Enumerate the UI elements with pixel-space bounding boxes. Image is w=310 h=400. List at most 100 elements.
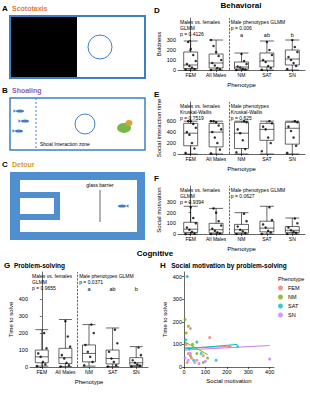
svg-text:B: B: [2, 86, 8, 95]
svg-text:p = 0.006: p = 0.006: [231, 25, 252, 31]
svg-text:SAT: SAT: [262, 72, 271, 78]
svg-text:Problem-solving: Problem-solving: [14, 262, 65, 270]
svg-text:100: 100: [167, 57, 176, 63]
svg-text:Phenotype: Phenotype: [227, 166, 256, 172]
svg-text:NM: NM: [288, 294, 297, 300]
svg-text:0: 0: [182, 369, 185, 375]
svg-text:300: 300: [19, 313, 28, 319]
svg-text:H: H: [160, 261, 166, 270]
svg-text:Cognitive: Cognitive: [137, 249, 174, 258]
svg-text:E: E: [154, 90, 160, 99]
svg-text:200: 200: [173, 319, 182, 325]
svg-text:400: 400: [19, 296, 28, 302]
svg-text:Kruskal-Wallis: Kruskal-Wallis: [230, 109, 263, 115]
svg-text:300: 300: [167, 199, 176, 205]
svg-text:SN: SN: [289, 156, 296, 162]
svg-text:NM: NM: [238, 236, 246, 242]
svg-text:Social motivation: Social motivation: [206, 378, 251, 384]
svg-text:300: 300: [167, 37, 176, 43]
svg-text:Social motivation: Social motivation: [156, 187, 162, 232]
svg-text:Kruskal-Wallis: Kruskal-Wallis: [180, 109, 212, 115]
svg-text:Male phenotypes: Male phenotypes: [230, 103, 269, 109]
svg-text:FEM: FEM: [185, 236, 196, 242]
svg-text:F: F: [154, 174, 159, 183]
svg-text:A: A: [2, 4, 8, 13]
svg-text:0: 0: [173, 231, 176, 237]
svg-text:SN: SN: [289, 72, 296, 78]
svg-text:Boldness: Boldness: [156, 32, 162, 57]
svg-text:FEM: FEM: [37, 369, 48, 375]
svg-text:glass barrier: glass barrier: [86, 182, 114, 188]
svg-text:0: 0: [173, 67, 176, 73]
svg-text:Social motivation by problem-s: Social motivation by problem-solving: [171, 262, 287, 270]
svg-text:b: b: [135, 286, 138, 292]
svg-text:G: G: [4, 261, 10, 270]
svg-text:p = 0.7519: p = 0.7519: [180, 115, 204, 121]
svg-text:SN: SN: [289, 236, 296, 242]
svg-text:p = 0.625: p = 0.625: [231, 115, 252, 121]
svg-text:p = 0.9394: p = 0.9394: [180, 199, 204, 205]
svg-text:Males vs. females: Males vs. females: [180, 187, 220, 193]
svg-text:Phenotype: Phenotype: [227, 246, 256, 252]
svg-text:0: 0: [25, 364, 28, 370]
svg-text:FEM: FEM: [185, 72, 196, 78]
svg-text:200: 200: [167, 210, 176, 216]
svg-text:SAT: SAT: [262, 236, 271, 242]
svg-text:Phenotype: Phenotype: [75, 379, 104, 385]
svg-text:a: a: [240, 32, 244, 38]
svg-text:SAT: SAT: [108, 369, 117, 375]
svg-text:0: 0: [173, 151, 176, 157]
svg-text:ab: ab: [264, 32, 270, 38]
svg-text:NM: NM: [238, 156, 246, 162]
svg-text:p = 0.4126: p = 0.4126: [180, 31, 204, 37]
svg-text:Males vs. females: Males vs. females: [180, 103, 220, 109]
svg-text:Time to solve: Time to solve: [162, 301, 168, 337]
svg-text:100: 100: [201, 369, 210, 375]
svg-text:SN: SN: [133, 369, 140, 375]
svg-text:a: a: [87, 286, 91, 292]
svg-text:Behavioral: Behavioral: [221, 1, 262, 10]
svg-text:Males vs. females: Males vs. females: [180, 19, 220, 25]
svg-text:ab: ab: [110, 286, 116, 292]
svg-text:All Males: All Males: [206, 72, 227, 78]
svg-text:100: 100: [173, 341, 182, 347]
svg-text:FEM: FEM: [288, 285, 300, 291]
svg-text:400: 400: [173, 274, 182, 280]
svg-text:GLMM: GLMM: [180, 25, 195, 31]
svg-text:D: D: [154, 6, 160, 15]
svg-text:C: C: [2, 160, 8, 169]
svg-text:Detour: Detour: [12, 161, 35, 168]
svg-text:p = 0.0627: p = 0.0627: [231, 193, 255, 199]
svg-text:All Males: All Males: [55, 369, 76, 375]
svg-text:Scototaxis: Scototaxis: [12, 5, 48, 12]
svg-text:Shoaling: Shoaling: [12, 87, 42, 95]
svg-text:b: b: [291, 32, 294, 38]
svg-text:All Males: All Males: [206, 236, 227, 242]
svg-text:p = 0.9655: p = 0.9655: [32, 285, 56, 291]
svg-text:NM: NM: [85, 369, 93, 375]
svg-text:SN: SN: [288, 312, 296, 318]
svg-text:400: 400: [265, 369, 274, 375]
svg-text:Social interaction time: Social interaction time: [156, 98, 162, 157]
svg-text:100: 100: [19, 347, 28, 353]
svg-text:p = 0.0371: p = 0.0371: [79, 279, 103, 285]
svg-text:300: 300: [173, 296, 182, 302]
svg-text:All Males: All Males: [206, 156, 227, 162]
svg-text:Time to solve: Time to solve: [8, 301, 14, 337]
svg-text:FEM: FEM: [185, 156, 196, 162]
svg-text:100: 100: [167, 220, 176, 226]
svg-text:Phenotype: Phenotype: [227, 82, 256, 88]
svg-text:200: 200: [222, 369, 231, 375]
svg-text:200: 200: [19, 330, 28, 336]
svg-text:Male phenotypes GLMM: Male phenotypes GLMM: [230, 19, 286, 25]
svg-text:600: 600: [167, 118, 176, 124]
svg-text:SAT: SAT: [288, 303, 299, 309]
svg-text:NM: NM: [238, 72, 246, 78]
svg-text:400: 400: [167, 129, 176, 135]
svg-text:200: 200: [167, 47, 176, 53]
svg-text:200: 200: [167, 140, 176, 146]
svg-text:Shoal Interaction zone: Shoal Interaction zone: [40, 141, 90, 147]
svg-text:Phenotype: Phenotype: [278, 276, 304, 282]
svg-text:300: 300: [244, 369, 253, 375]
svg-text:SAT: SAT: [262, 156, 271, 162]
